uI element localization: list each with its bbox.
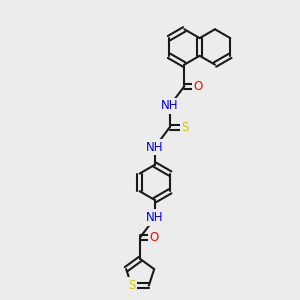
Text: O: O [194, 80, 203, 93]
Text: S: S [182, 121, 189, 134]
Text: NH: NH [146, 211, 164, 224]
Text: O: O [149, 231, 159, 244]
Text: NH: NH [146, 141, 164, 154]
Text: S: S [128, 279, 135, 292]
Text: NH: NH [161, 99, 178, 112]
